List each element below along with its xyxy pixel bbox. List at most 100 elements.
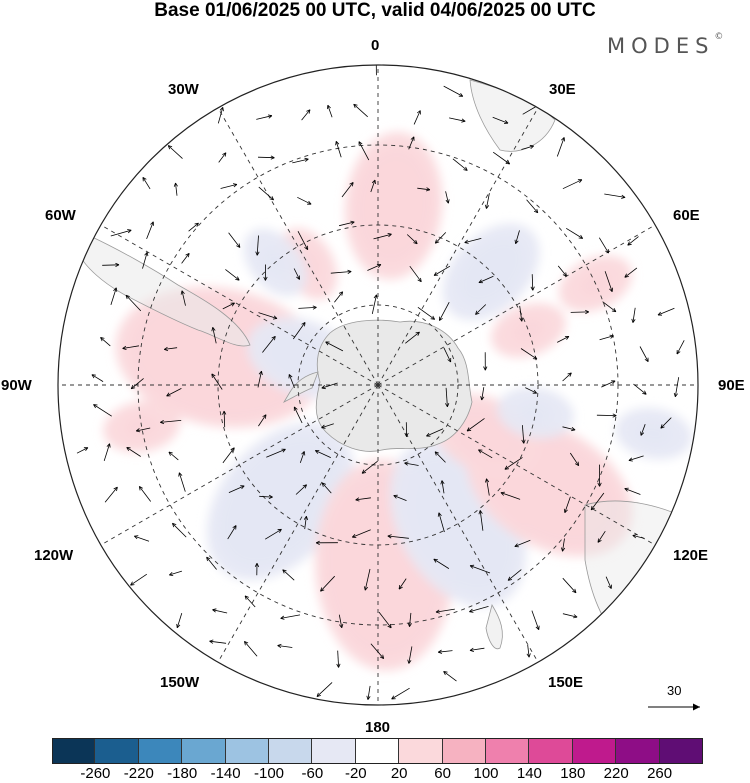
wind-vector (605, 576, 612, 589)
wind-vector-head (387, 623, 392, 629)
vector-scale-key (648, 703, 700, 711)
wind-vector-head (475, 310, 480, 315)
colorbar-swatch (529, 738, 573, 764)
colorbar-tick-label: 20 (390, 765, 408, 782)
wind-vector (178, 472, 186, 492)
wind-vector-head (142, 176, 147, 182)
wind-vector-head (376, 264, 382, 268)
wind-vector (514, 539, 531, 547)
wind-vector-head (178, 472, 183, 477)
wind-vector-head (350, 220, 355, 225)
wind-vector (258, 186, 274, 201)
wind-vector (122, 345, 140, 349)
wind-vector-head (657, 311, 663, 316)
wind-vector (168, 451, 179, 461)
wind-vector-head (562, 272, 567, 277)
colorbar-swatch (659, 738, 704, 764)
wind-vector-head (106, 443, 111, 448)
wind-vector (417, 187, 430, 191)
wind-vector-head (564, 336, 570, 340)
wind-vector-head (632, 534, 637, 539)
wind-vector (206, 556, 217, 570)
wind-vector (674, 377, 680, 397)
wind-vector-head (301, 322, 306, 327)
wind-vector-head (443, 671, 448, 676)
lon-label-150w: 150W (160, 674, 200, 691)
wind-vector (371, 294, 377, 314)
wind-vector-head (91, 374, 96, 379)
wind-vector-head (232, 183, 238, 188)
wind-vector (398, 578, 407, 590)
wind-vector (228, 485, 245, 493)
brand-logo: MODES© (607, 32, 723, 58)
wind-vector-head (612, 413, 617, 418)
wind-vector-head (417, 277, 422, 283)
wind-vector (126, 447, 141, 457)
wind-vector (169, 570, 183, 576)
wind-vector-head (440, 480, 445, 485)
wind-vector-head (445, 199, 450, 204)
wind-vector-head (167, 145, 173, 150)
longitude-line (377, 224, 656, 386)
wind-vector (256, 115, 272, 120)
wind-vector-head (321, 424, 326, 429)
lon-label-120e: 120E (673, 547, 709, 564)
wind-vector (361, 460, 378, 474)
colorbar-swatch (269, 738, 313, 764)
wind-vector (301, 109, 311, 121)
wind-vector-head (463, 166, 468, 171)
wind-vector-head (504, 465, 509, 470)
wind-vector-head (577, 179, 583, 184)
wind-vector-head (307, 200, 312, 205)
antarctic-peninsula (282, 371, 319, 403)
wind-vector-head (434, 239, 440, 244)
wind-vector-head (439, 316, 443, 321)
lon-label-120w: 120W (34, 547, 74, 564)
wind-vector (445, 191, 449, 204)
wind-vector (228, 232, 241, 248)
wind-vector-head (676, 349, 681, 355)
wind-vector (406, 234, 418, 245)
wind-vector-head (387, 534, 392, 539)
longitude-line (100, 224, 379, 386)
wind-vector-head (135, 428, 141, 433)
wind-vector-head (169, 572, 174, 576)
wind-vector (478, 275, 494, 283)
wind-vector (93, 404, 112, 417)
wind-vector (557, 265, 567, 277)
wind-vector (562, 538, 565, 552)
wind-vector-head (240, 485, 245, 490)
wind-vector-head (211, 327, 216, 332)
colorbar-tick-label: 100 (473, 765, 499, 782)
wind-vector-head (535, 625, 540, 630)
wind-vector (292, 322, 306, 340)
wind-vector-head (611, 308, 617, 313)
wind-vector (438, 650, 453, 653)
wind-vector (142, 252, 148, 269)
wind-vector-head (529, 144, 534, 149)
wind-vector (367, 685, 371, 700)
wind-vector-head (166, 392, 171, 397)
wind-vector (334, 291, 344, 303)
wind-vector-head (321, 482, 327, 487)
wind-vector (373, 233, 392, 240)
wind-vector-head (624, 273, 629, 278)
wind-vector-head (627, 241, 632, 246)
colorbar-swatch (486, 738, 530, 764)
wind-vector-head (371, 179, 376, 185)
wind-vector-head (314, 450, 320, 454)
anomaly-contour (491, 303, 566, 358)
colorbar-swatch (95, 738, 139, 764)
colorbar-swatch (312, 738, 356, 764)
wind-vector-head (561, 137, 565, 142)
wind-vector (130, 573, 148, 586)
wind-vector (257, 156, 275, 159)
wind-vector-head (315, 540, 320, 545)
wind-vector (220, 184, 237, 189)
wind-vector (367, 264, 382, 271)
lon-label-0: 0 (371, 37, 380, 54)
map-disk (58, 65, 698, 705)
colorbar-tick-label: 140 (516, 765, 542, 782)
wind-vector-head (483, 366, 488, 371)
wind-vector (266, 448, 286, 458)
